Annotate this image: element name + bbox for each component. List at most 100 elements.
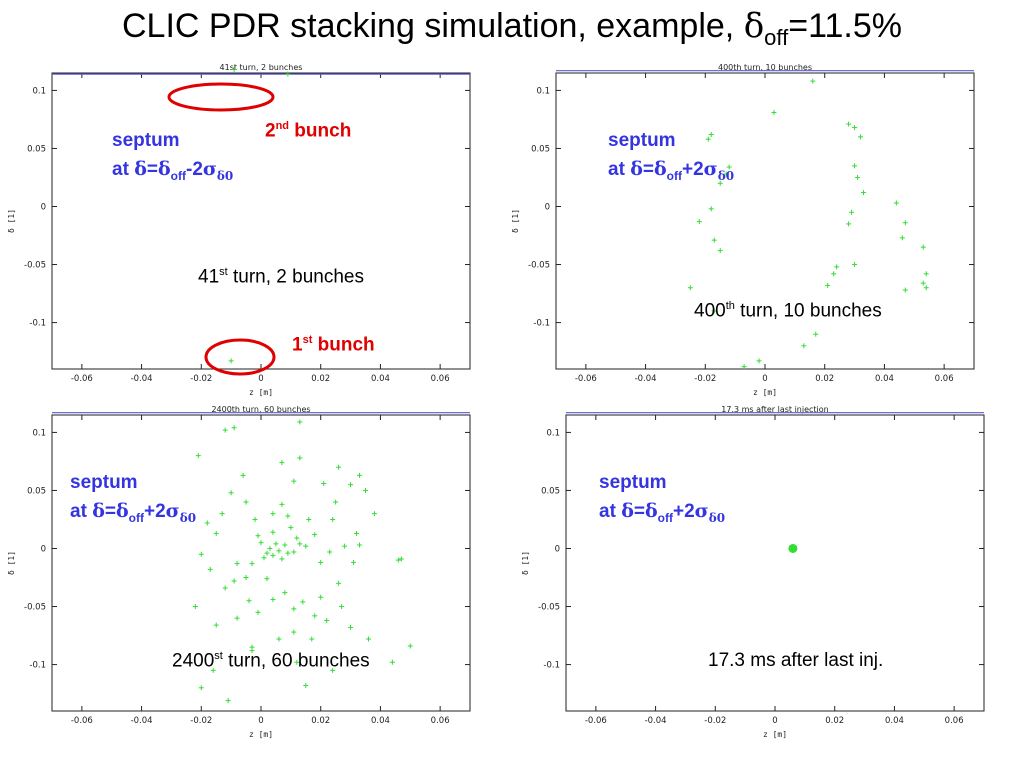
data-point	[327, 549, 333, 555]
data-point	[300, 599, 306, 605]
data-point	[219, 511, 225, 517]
off-sub: off	[128, 510, 144, 525]
data-point	[285, 71, 291, 77]
y-tick-label: 0	[41, 544, 46, 554]
data-point	[893, 200, 899, 206]
septum-prefix: at	[608, 159, 631, 180]
x-tick-label: -0.06	[585, 716, 607, 726]
data-point	[297, 455, 303, 461]
y-tick-label: 0.05	[531, 144, 550, 154]
x-axis-label: z [m]	[249, 730, 273, 739]
x-tick-label: -0.04	[131, 374, 153, 384]
data-point	[240, 472, 246, 478]
septum-prefix: at	[599, 501, 622, 522]
data-point	[291, 606, 297, 612]
delta-symbol: δ	[653, 158, 667, 180]
caption-num: 41	[198, 266, 220, 288]
plot-panel-3: 2400th turn, 60 bunches -0.06 -0.04 -0.02 0…	[0, 402, 490, 742]
delta-symbol: δ	[621, 500, 634, 522]
data-point	[801, 343, 807, 349]
caption-sup: st	[219, 266, 228, 278]
delta0-sub: δ0	[216, 168, 234, 183]
plot-title: 17.3 ms after last injection	[721, 405, 829, 414]
septum-formula: at δ=δoff+2σδ0	[608, 158, 735, 183]
x-tick-label: 0.06	[935, 374, 954, 384]
data-point	[726, 164, 732, 170]
data-point	[198, 685, 204, 691]
y-tick-label: 0	[41, 202, 46, 212]
data-point	[228, 490, 234, 496]
data-point	[294, 535, 300, 541]
data-point	[855, 174, 861, 180]
sigma-symbol: σ	[703, 158, 718, 180]
data-point	[923, 271, 929, 277]
data-point	[192, 604, 198, 610]
data-point	[255, 533, 261, 539]
off-sub: off	[170, 168, 186, 183]
data-point	[273, 541, 279, 547]
data-point	[264, 550, 270, 556]
x-tick-label: 0	[772, 716, 777, 726]
data-point	[899, 235, 905, 241]
y-axis-label: δ [1]	[511, 209, 520, 233]
data-point	[723, 171, 729, 177]
scatter-plot-2: -0.06 -0.04 -0.02 0 0.02 0.04 0.06 0.1 0.05 0 -0.0…	[511, 70, 975, 397]
data-point	[336, 464, 342, 470]
data-point	[348, 624, 354, 630]
plot-panel-2: 400th turn, 10 bunches -0.06 -0.04 -0.02 0 0…	[500, 60, 990, 400]
y-tick-label: -0.1	[533, 319, 550, 329]
data-point	[861, 190, 867, 196]
data-point	[285, 513, 291, 519]
data-point	[371, 511, 377, 517]
data-point	[687, 285, 693, 291]
data-point	[813, 331, 819, 337]
data-point	[365, 636, 371, 642]
data-point	[249, 561, 255, 567]
x-tick-label: -0.02	[190, 716, 212, 726]
septum-formula: at δ=δoff+2σδ0	[599, 500, 726, 525]
y-tick-label: 0.1	[536, 86, 550, 96]
y-tick-label: 0.1	[546, 428, 560, 438]
y-tick-label: 0	[545, 202, 550, 212]
y-tick-label: 0.1	[32, 86, 46, 96]
data-point	[270, 529, 276, 535]
y-axis-label: δ [1]	[521, 551, 530, 575]
septum-label-2: septum at δ=δoff+2σδ0	[608, 126, 734, 191]
septum-word: septum	[599, 472, 667, 493]
x-tick-label: 0.02	[311, 374, 330, 384]
plot-frame	[51, 414, 471, 712]
bunch-sup: st	[302, 334, 313, 346]
data-point	[213, 530, 219, 536]
data-point	[234, 615, 240, 621]
caption-2: 400th turn, 10 bunches	[694, 300, 882, 322]
y-axis-label: δ [1]	[7, 551, 16, 575]
data-point	[321, 480, 327, 486]
caption-num: 400	[694, 300, 726, 322]
off-sub: off	[666, 168, 682, 183]
y-tick-label: -0.1	[29, 319, 46, 329]
data-point	[291, 478, 297, 484]
beam-core	[788, 543, 798, 553]
delta0-sub: δ0	[717, 168, 735, 183]
data-point	[389, 659, 395, 665]
x-axis-label: z [m]	[763, 730, 787, 739]
x-tick-label: 0.06	[945, 716, 964, 726]
data-point	[852, 163, 858, 169]
data-point	[920, 280, 926, 286]
title-sub: off	[764, 24, 789, 50]
delta-symbol: δ	[115, 500, 129, 522]
scatter-plot-1: -0.06 -0.04 -0.02 0 0.02 0.04 0.06 0.1 0.05 0 -0.0…	[7, 67, 471, 397]
off-sub: off	[657, 510, 673, 525]
data-point	[756, 358, 762, 364]
data-point	[258, 540, 264, 546]
septum-formula: at δ=δoff-2σδ0	[112, 158, 234, 183]
delta-symbol: δ	[92, 500, 105, 522]
data-point	[711, 308, 717, 314]
caption-num: 2400	[172, 650, 215, 672]
x-axis-label: z [m]	[249, 388, 273, 397]
data-point	[309, 636, 315, 642]
data-point	[204, 520, 210, 526]
x-tick-label: -0.06	[71, 716, 93, 726]
data-point	[279, 501, 285, 507]
data-point	[231, 578, 237, 584]
